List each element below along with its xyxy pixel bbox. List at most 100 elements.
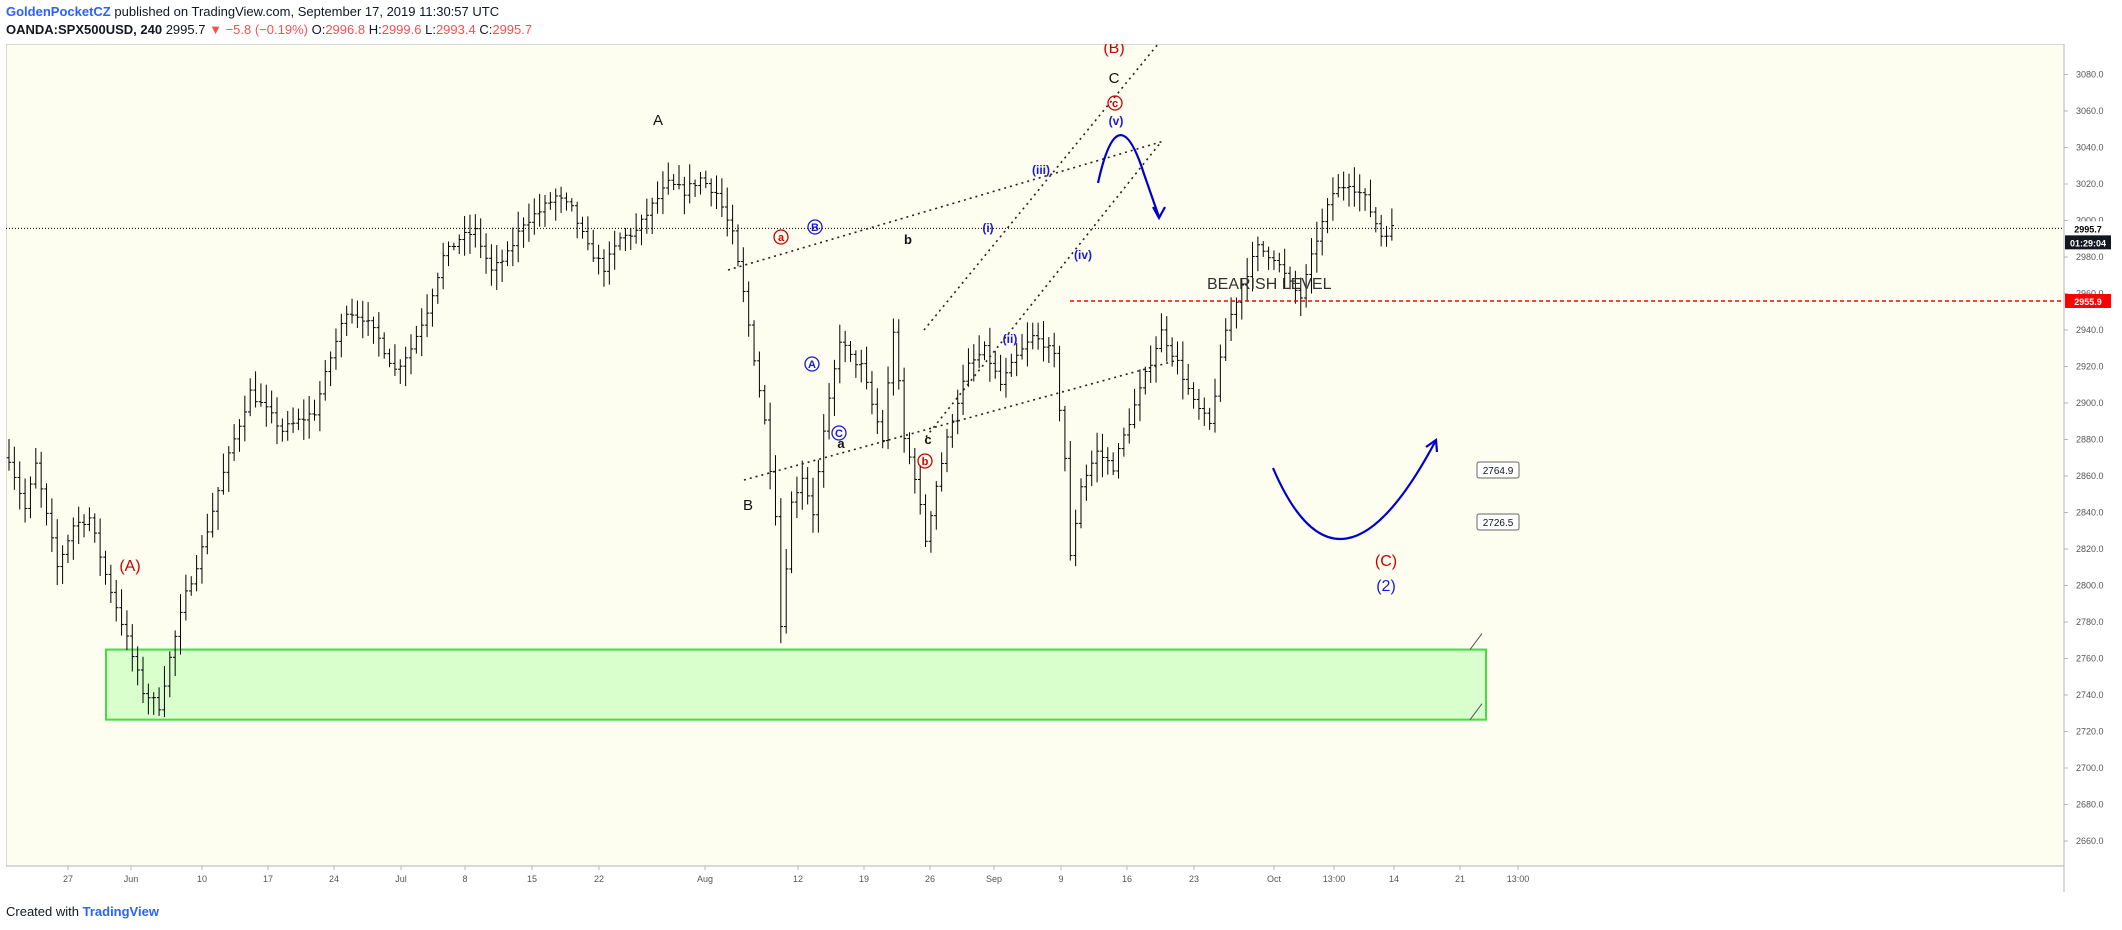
author-link[interactable]: GoldenPocketCZ: [6, 4, 111, 19]
ohlc-bar: [424, 294, 430, 338]
ohlc-bar: [376, 312, 382, 357]
countdown-badge: 01:29:04: [2065, 235, 2111, 250]
ohlc-bar: [607, 241, 612, 285]
x-tick-label: Jul: [395, 874, 407, 884]
wave-2-paren-label: (2): [1376, 578, 1396, 595]
x-tick-label: 12: [793, 874, 803, 884]
x-tick-label: 27: [63, 874, 73, 884]
ohlc-bar: [430, 288, 435, 327]
ohlc-bar: [660, 171, 666, 215]
ohlc-bar: [725, 187, 730, 237]
wave-A-circled-blue-circle: [804, 356, 820, 372]
price-bars: [6, 162, 1395, 718]
wave-c-label: c: [924, 432, 931, 447]
channel-upper-line: [727, 140, 1165, 271]
y-tick-label: 2780.0: [2076, 617, 2104, 627]
ohlc-bar: [950, 414, 955, 448]
x-tick-label: 19: [859, 874, 869, 884]
ohlc-bar: [183, 574, 189, 621]
y-tick-label: 2920.0: [2076, 362, 2104, 372]
y-tick-label: 3000.0: [2076, 216, 2104, 226]
wave-c-circled-circle: [1107, 95, 1123, 111]
ohlc-bar: [1346, 173, 1352, 207]
ohlc-bar: [119, 589, 124, 636]
plot-area[interactable]: [5, 43, 2065, 867]
ohlc-bar: [339, 313, 344, 358]
ohlc-bar: [650, 197, 655, 235]
y-tick-label: 2900.0: [2076, 398, 2104, 408]
ohlc-bar: [714, 175, 719, 210]
ohlc-bar: [875, 388, 880, 434]
wave-C-circled-blue-text: C: [835, 428, 843, 440]
ohlc-bar: [934, 481, 939, 530]
ohlc-bar: [730, 204, 735, 245]
ohlc-bar: [826, 383, 832, 440]
x-tick-label: 13:00: [1323, 874, 1346, 884]
ohlc-bar: [1153, 336, 1159, 383]
ohlc-bar: [1357, 174, 1362, 212]
arrow-up-icon: [1425, 438, 1439, 453]
x-tick-label: 15: [527, 874, 537, 884]
ohlc-bar: [1239, 279, 1244, 320]
ohlc-bar: [923, 494, 928, 547]
ohlc-bar: [521, 217, 526, 248]
ohlc-bar: [1105, 447, 1110, 475]
ohlc-bar: [1389, 208, 1395, 241]
ohlc-bar: [591, 229, 596, 262]
ohlc-bar: [462, 216, 467, 256]
ohlc-bar: [1116, 443, 1121, 479]
ohlc-bar: [918, 465, 923, 515]
chart-frame[interactable]: BEARISH LEVEL 2764.9 2726.5 (A) A B C (B) (C) (2)…: [5, 33, 2114, 892]
ohlc-bar: [290, 407, 296, 433]
ohlc-bar: [612, 230, 617, 270]
price-change: −5.8 (−0.19%): [225, 22, 308, 37]
ohlc-bar: [1384, 226, 1389, 247]
ohlc-bar: [323, 359, 328, 401]
ohlc-bar: [38, 451, 44, 508]
ohlc-bar: [1164, 316, 1169, 362]
ohlc-bar: [676, 165, 682, 190]
ohlc-bar: [440, 242, 446, 290]
wave-a-label: a: [837, 436, 845, 451]
ohlc-bar: [253, 371, 258, 408]
last-price: 2995.7: [165, 22, 206, 37]
ohlc-bar: [414, 325, 419, 354]
ohlc-bar: [167, 651, 172, 698]
ohlc-bar: [1148, 345, 1153, 383]
tradingview-logo[interactable]: TradingView: [82, 904, 159, 919]
ohlc-bar: [885, 366, 891, 450]
ohlc-bar: [741, 247, 746, 303]
y-tick-label: 2880.0: [2076, 435, 2104, 445]
ohlc-bar: [692, 179, 698, 197]
open-value: 2996.8: [325, 22, 366, 37]
y-tick-label: 3080.0: [2076, 70, 2104, 80]
ohlc-bar: [1073, 509, 1078, 567]
ohlc-bar: [360, 300, 365, 339]
footer: Created with TradingView: [6, 904, 159, 919]
ohlc-bar: [1266, 246, 1271, 270]
low-value: 2993.4: [435, 22, 476, 37]
ohlc-bar: [960, 364, 966, 416]
ohlc-bar: [751, 320, 757, 366]
ohlc-bar: [1250, 241, 1255, 292]
price-chart[interactable]: BEARISH LEVEL 2764.9 2726.5 (A) A B C (B) (C) (2)…: [5, 33, 2114, 892]
ohlc-bar: [387, 348, 392, 368]
ohlc-bar: [832, 359, 837, 416]
low-label: L:: [425, 22, 436, 37]
ohlc-bar: [49, 498, 55, 553]
ohlc-bar: [896, 319, 901, 390]
ohlc-bar: [1089, 450, 1094, 487]
ohlc-bar: [848, 341, 853, 362]
ohlc-bar: [33, 448, 38, 489]
ohlc-bar: [22, 478, 28, 523]
ohlc-bar: [269, 390, 274, 424]
y-tick-label: 2720.0: [2076, 727, 2104, 737]
ohlc-bar: [644, 198, 650, 234]
wave-c-circled-text: c: [1112, 98, 1118, 110]
last-price-badge: 2995.7: [2065, 221, 2111, 236]
ohlc-bar: [901, 367, 907, 453]
ohlc-bar: [1078, 478, 1084, 529]
ohlc-bar: [1143, 366, 1148, 395]
ohlc-bar: [1014, 343, 1019, 377]
y-tick-label: 2840.0: [2076, 508, 2104, 518]
